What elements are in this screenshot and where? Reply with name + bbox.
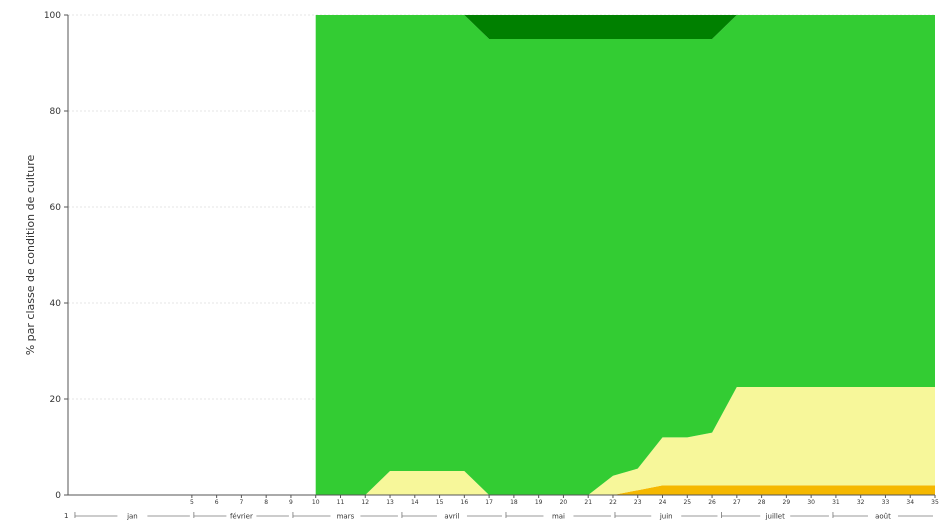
x-tick-label: 6 [215,499,219,506]
x-tick-label: 8 [264,499,268,506]
x-tick-label: 26 [708,499,716,506]
month-label: jan [126,513,138,521]
x-tick-label: 9 [289,499,293,506]
x-tick-label: 23 [634,499,642,506]
month-label: août [875,513,891,521]
y-tick-labels: 0 20 40 60 80 100 [44,11,68,501]
x-tick-label: 25 [683,499,691,506]
month-label: juillet [765,513,786,521]
x-tick-label: 32 [857,499,865,506]
area-series-2 [315,15,935,495]
x-tick-label: 7 [239,499,243,506]
x-tick-label: 31 [832,499,840,506]
x-tick-label: 18 [510,499,518,506]
y-tick-label: 60 [50,203,62,213]
x-tick-label: 22 [609,499,617,506]
axes [67,15,935,496]
x-tick-label: 33 [882,499,890,506]
y-tick-label: 80 [50,107,62,117]
x-tick-label: 15 [436,499,444,506]
x-tick-label: 5 [190,499,194,506]
month-labels: 1 jan février mars avril mai juin juillet août [64,512,933,521]
y-axis-label: % par classe de condition de culture [24,155,37,356]
x-tick-label: 17 [485,499,493,506]
x-tick-label: 16 [461,499,469,506]
x-tick-label: 20 [560,499,568,506]
x-tick-label: 12 [361,499,369,506]
x-tick-label: 30 [807,499,815,506]
area-series-3 [315,15,935,39]
x-tick-label: 11 [337,499,345,506]
x-tick-label: 19 [535,499,543,506]
month-label: avril [444,513,459,521]
x-tick-label: 24 [659,499,667,506]
x-tick-label: 34 [906,499,914,506]
y-tick-label: 40 [50,299,62,309]
x-tick-label: 35 [931,499,939,506]
y-tick-label: 0 [55,491,61,501]
y-tick-label: 20 [50,395,62,405]
x-tick-label: 29 [783,499,791,506]
month-label: mai [552,513,565,521]
x-tick-label: 14 [411,499,419,506]
area-series [315,15,935,495]
x-tick-label: 10 [312,499,320,506]
x-first-label: 1 [64,512,68,520]
y-tick-label: 100 [44,11,61,21]
x-tick-labels: 5 6 7 8 9 10 11 12 13 14 15 16 17 18 19 20 21 22 23 24 25 26 2… [190,495,939,506]
x-tick-label: 28 [758,499,766,506]
month-label: février [230,513,253,521]
x-tick-label: 27 [733,499,741,506]
area-series-1 [315,387,935,495]
x-tick-label: 21 [584,499,592,506]
x-tick-label: 13 [386,499,394,506]
area-series-0 [315,485,935,495]
month-label: mars [337,513,355,521]
month-label: juin [659,513,673,521]
